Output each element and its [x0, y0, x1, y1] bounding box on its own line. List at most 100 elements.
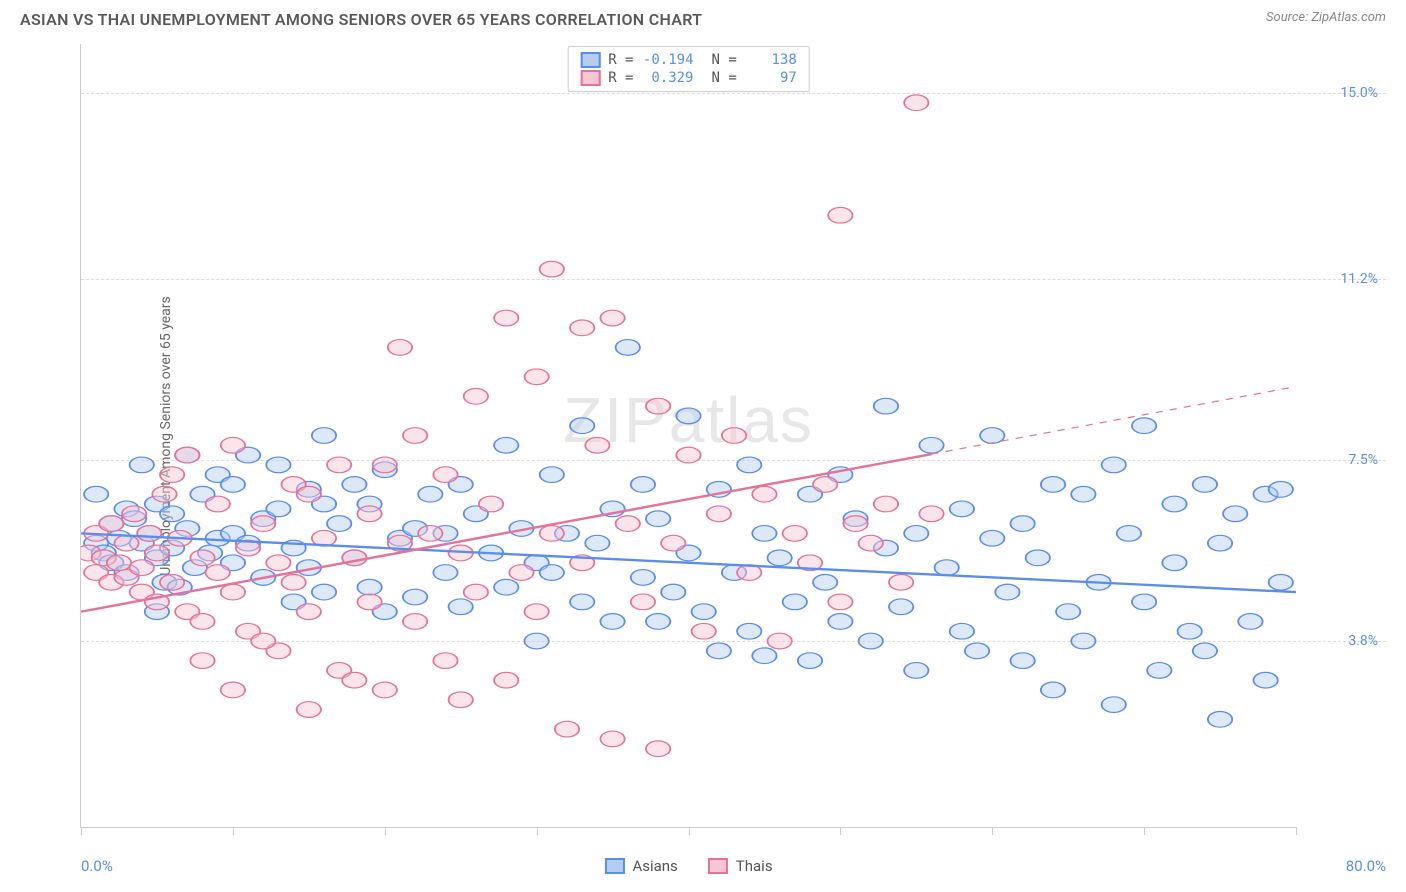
- data-point: [919, 506, 943, 522]
- data-point: [692, 623, 716, 639]
- data-point: [1041, 682, 1065, 698]
- data-point: [646, 614, 670, 630]
- data-point: [524, 633, 548, 649]
- data-point: [190, 614, 214, 630]
- data-point: [509, 565, 533, 581]
- data-point: [1193, 643, 1217, 659]
- data-point: [828, 207, 852, 223]
- data-point: [828, 614, 852, 630]
- n-value: 97: [745, 70, 797, 86]
- x-tick: [81, 827, 82, 835]
- data-point: [995, 584, 1019, 600]
- legend-label: Asians: [632, 857, 677, 875]
- data-point: [160, 467, 184, 483]
- data-point: [889, 599, 913, 615]
- data-point: [403, 614, 427, 630]
- data-point: [342, 672, 366, 688]
- data-point: [935, 560, 959, 576]
- data-point: [160, 506, 184, 522]
- data-point: [646, 741, 670, 757]
- data-point: [950, 501, 974, 517]
- data-point: [752, 526, 776, 542]
- data-point: [494, 579, 518, 595]
- data-point: [137, 526, 161, 542]
- data-point: [1117, 526, 1141, 542]
- data-point: [661, 584, 685, 600]
- data-point: [1010, 653, 1034, 669]
- data-point: [616, 340, 640, 356]
- data-point: [160, 574, 184, 590]
- data-point: [722, 428, 746, 444]
- x-tick: [689, 827, 690, 835]
- data-point: [600, 310, 624, 326]
- data-point: [570, 594, 594, 610]
- legend-swatch: [580, 70, 600, 86]
- data-point: [813, 477, 837, 493]
- data-point: [373, 457, 397, 473]
- data-point: [524, 604, 548, 620]
- data-point: [297, 486, 321, 502]
- data-point: [1132, 594, 1156, 610]
- data-point: [297, 702, 321, 718]
- data-point: [122, 506, 146, 522]
- data-point: [737, 457, 761, 473]
- data-point: [570, 418, 594, 434]
- data-point: [1102, 457, 1126, 473]
- y-tick-label: 15.0%: [1340, 85, 1378, 101]
- data-point: [449, 692, 473, 708]
- data-point: [570, 320, 594, 336]
- x-tick: [1144, 827, 1145, 835]
- data-point: [433, 653, 457, 669]
- data-point: [403, 589, 427, 605]
- legend-swatch: [604, 858, 624, 874]
- r-label: R =: [608, 52, 633, 68]
- n-label: N =: [712, 52, 737, 68]
- scatter-svg: [81, 44, 1296, 827]
- data-point: [585, 535, 609, 551]
- data-point: [585, 437, 609, 453]
- x-tick: [537, 827, 538, 835]
- data-point: [843, 516, 867, 532]
- data-point: [524, 369, 548, 385]
- data-point: [152, 486, 176, 502]
- data-point: [266, 555, 290, 571]
- data-point: [1162, 496, 1186, 512]
- legend-swatch: [580, 52, 600, 68]
- data-point: [433, 565, 457, 581]
- data-point: [221, 584, 245, 600]
- data-point: [692, 604, 716, 620]
- data-point: [813, 574, 837, 590]
- data-point: [342, 477, 366, 493]
- data-point: [107, 555, 131, 571]
- data-point: [600, 614, 624, 630]
- data-point: [950, 623, 974, 639]
- data-point: [281, 574, 305, 590]
- data-point: [1041, 477, 1065, 493]
- data-point: [464, 389, 488, 405]
- data-point: [312, 584, 336, 600]
- data-point: [84, 486, 108, 502]
- chart-container: Unemployment Among Seniors over 65 years…: [50, 40, 1386, 832]
- y-tick-label: 7.5%: [1348, 452, 1378, 468]
- data-point: [555, 721, 579, 737]
- stats-row: R = 0.329 N = 97: [580, 69, 797, 87]
- data-point: [904, 663, 928, 679]
- data-point: [1102, 697, 1126, 713]
- r-value: 0.329: [642, 70, 694, 86]
- data-point: [1208, 535, 1232, 551]
- y-tick-label: 11.2%: [1340, 271, 1378, 287]
- data-point: [221, 437, 245, 453]
- data-point: [251, 516, 275, 532]
- data-point: [327, 516, 351, 532]
- data-point: [874, 398, 898, 414]
- data-point: [494, 437, 518, 453]
- data-point: [1178, 623, 1202, 639]
- data-point: [631, 570, 655, 586]
- data-point: [1132, 418, 1156, 434]
- data-point: [1162, 555, 1186, 571]
- legend: AsiansThais: [604, 857, 772, 875]
- x-tick: [385, 827, 386, 835]
- data-point: [357, 506, 381, 522]
- source-attribution: Source: ZipAtlas.com: [1266, 10, 1386, 25]
- data-point: [403, 428, 427, 444]
